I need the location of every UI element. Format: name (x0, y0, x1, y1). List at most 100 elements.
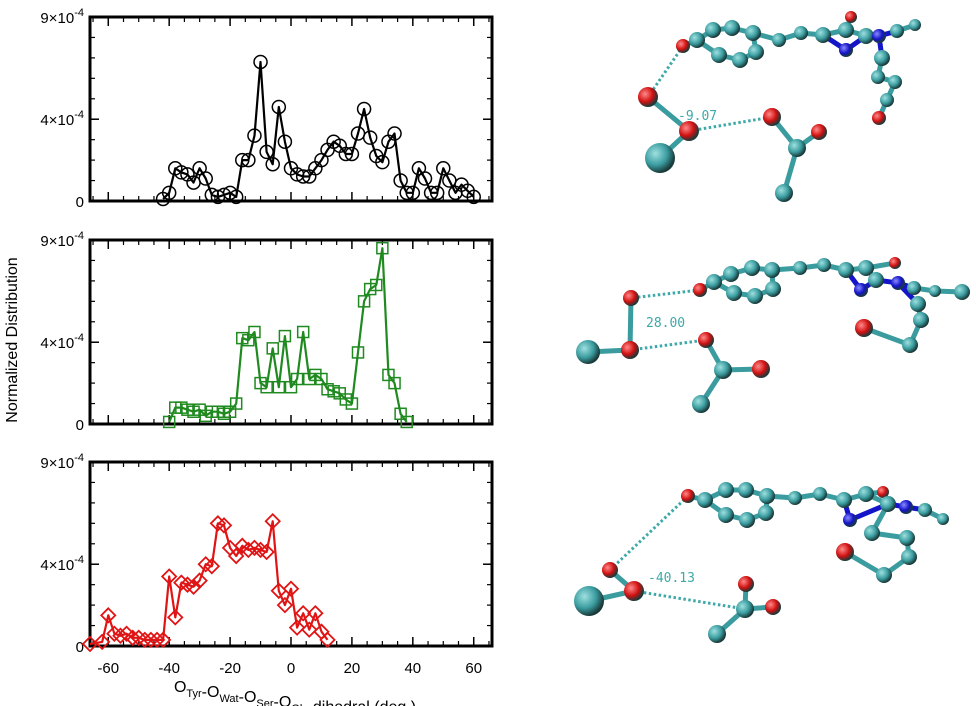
carbon-atom (705, 22, 721, 38)
nitrogen-atom (899, 500, 913, 514)
plot-frame (88, 460, 494, 648)
carbon-atom (718, 482, 734, 498)
data-point (271, 99, 287, 115)
data-point (277, 134, 293, 149)
y-tick-label: 0 (76, 194, 84, 211)
oxygen-atom (872, 111, 886, 125)
carbon-atom (838, 262, 854, 278)
data-point (248, 325, 261, 339)
carbon-atom (864, 525, 880, 541)
carbon-atom (726, 285, 742, 301)
data-point (319, 631, 336, 649)
hydrogen-bond (608, 494, 690, 572)
oxygen-atom (681, 489, 695, 503)
chart-panel-2: 0 4×10-4 9×10-4 (40, 230, 494, 434)
x-tick-label: 0 (287, 660, 295, 677)
data-point (307, 605, 324, 622)
nitrogen-atom (854, 283, 868, 297)
data-point (282, 580, 300, 598)
data-point (142, 631, 160, 649)
data-point (288, 619, 306, 636)
nitrogen-atom (872, 29, 886, 43)
data-point (191, 572, 208, 589)
data-point (203, 557, 221, 575)
data-point (228, 189, 244, 205)
data-point (294, 605, 312, 622)
oxygen-atom (836, 543, 854, 561)
oxygen-atom (855, 319, 873, 337)
carbon-atom (858, 486, 874, 502)
dihedral-distribution-charts: 0 4×10-4 9×10-4 0 4×10-4 9×10-4 -60 -40 -20 0 20 40… (40, 7, 494, 677)
carbon-atom (775, 184, 793, 202)
data-point (266, 342, 279, 355)
data-point (276, 596, 294, 614)
y-tick-label: 9×10-4 (40, 7, 84, 27)
data-point (215, 517, 233, 534)
nitrogen-atom (843, 513, 857, 527)
carbon-atom (758, 505, 774, 521)
data-point (300, 621, 318, 638)
y-tick-label: 9×10-4 (40, 230, 84, 250)
data-point (296, 325, 310, 339)
carbon-atom (838, 22, 854, 38)
hydrogen-bond (633, 589, 746, 611)
x-tick-label: 20 (344, 660, 361, 677)
oxygen-atom (877, 486, 889, 498)
y-tick-label: 4×10-4 (40, 109, 84, 129)
carbon-atom (739, 512, 755, 528)
data-point (160, 568, 178, 585)
carbon-atom (697, 492, 713, 508)
data-point (253, 54, 268, 70)
y-tick-label: 0 (76, 639, 84, 656)
data-point (423, 185, 439, 201)
data-point (241, 152, 256, 168)
y-tick-label: 0 (76, 417, 84, 434)
carbon-atom (888, 75, 902, 89)
data-point (154, 631, 172, 649)
data-point (260, 380, 273, 394)
carbon-atom (645, 143, 675, 173)
data-point (400, 415, 413, 429)
carbon-atom (913, 312, 929, 328)
oxygen-atom (679, 121, 699, 141)
carbon-atom (874, 50, 890, 66)
data-point (264, 513, 282, 530)
carbon-atom (747, 288, 763, 304)
data-point (405, 185, 421, 201)
carbon-atom (918, 503, 932, 517)
carbon-atom (817, 258, 831, 272)
dihedral-value-label: 28.00 (646, 316, 685, 331)
data-point (356, 101, 372, 117)
oxygen-atom (752, 360, 770, 378)
data-point (136, 631, 154, 649)
data-point (148, 631, 166, 649)
data-point (387, 126, 402, 141)
nitrogen-atom (891, 276, 905, 290)
oxygen-atom (763, 108, 781, 126)
carbon-atom (723, 266, 739, 282)
carbon-atom (929, 285, 941, 297)
data-point (258, 543, 275, 561)
molecular-structures: -9.07 28.00 -40.13 (574, 11, 970, 643)
carbon-atom (880, 496, 896, 512)
carbon-atom (724, 20, 740, 36)
data-point (376, 241, 389, 255)
data-point (357, 295, 371, 308)
hydrogen-bond (688, 115, 773, 133)
oxygen-atom (889, 257, 901, 269)
carbon-atom (788, 491, 802, 505)
data-point (278, 329, 292, 343)
data-point (162, 415, 176, 429)
molecule-structure-2: 28.00 (576, 257, 970, 413)
data-point (362, 130, 378, 145)
data-point (166, 609, 184, 626)
data-point (393, 173, 408, 188)
y-tick-label: 4×10-4 (40, 332, 84, 352)
x-tick-label: 60 (465, 660, 482, 677)
data-point (351, 346, 365, 359)
x-tick-label: 40 (404, 660, 421, 677)
oxygen-atom (621, 341, 639, 359)
data-point (161, 185, 177, 201)
data-point (229, 397, 243, 410)
